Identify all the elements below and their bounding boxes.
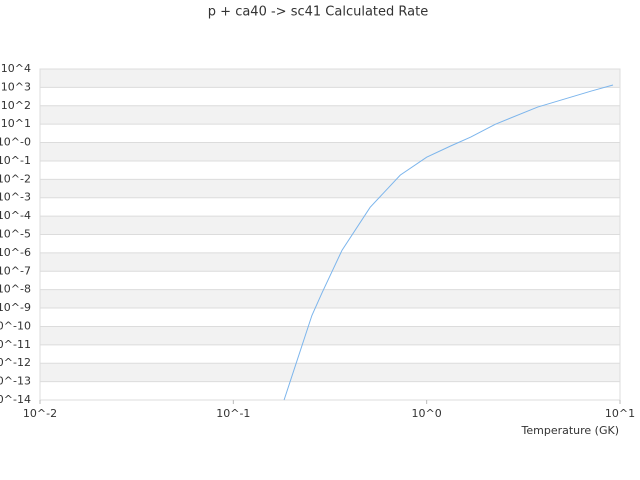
grid-band (40, 326, 620, 345)
grid-band (40, 252, 620, 272)
y-tick-label: 10^-12 (0, 356, 31, 369)
grid-band (40, 216, 620, 235)
x-tick-label: 10^0 (412, 407, 442, 420)
grid-band (40, 289, 620, 309)
y-tick-label: 10^3 (1, 80, 31, 93)
y-tick-label: 10^-10 (0, 319, 31, 332)
plot-border (39, 68, 621, 401)
y-tick-label: 10^-4 (0, 209, 31, 222)
y-tick-label: 10^4 (1, 62, 31, 75)
y-tick-label: 10^-3 (0, 191, 31, 204)
y-tick-label: 10^-14 (0, 393, 31, 406)
chart-title: p + ca40 -> sc41 Calculated Rate (208, 5, 428, 20)
data-line (283, 84, 614, 401)
grid-band (40, 363, 620, 382)
y-tick-label: 10^-5 (0, 228, 31, 241)
x-axis-label: Temperature (GK) (521, 424, 620, 437)
y-tick-label: 10^2 (1, 99, 31, 112)
y-tick-label: 10^-2 (0, 172, 31, 185)
y-tick-label: 10^-6 (0, 246, 31, 259)
y-tick-label: 10^-9 (0, 301, 31, 314)
grid-band (40, 142, 620, 161)
y-tick-label: 10^-1 (0, 154, 31, 167)
x-tick-label: 10^-2 (23, 407, 57, 420)
y-tick-label: 10^-11 (0, 338, 31, 351)
y-tick-label: 10^-7 (0, 264, 31, 277)
x-tick-label: 10^1 (605, 407, 635, 420)
grid-band (40, 69, 620, 88)
y-tick-label: 10^-0 (0, 136, 31, 149)
y-tick-label: 10^1 (1, 117, 31, 130)
x-tick-label: 10^-1 (216, 407, 250, 420)
y-tick-label: 10^-8 (0, 283, 31, 296)
grid-band (40, 105, 620, 125)
y-tick-label: 10^-13 (0, 375, 31, 388)
grid-band (40, 179, 620, 198)
